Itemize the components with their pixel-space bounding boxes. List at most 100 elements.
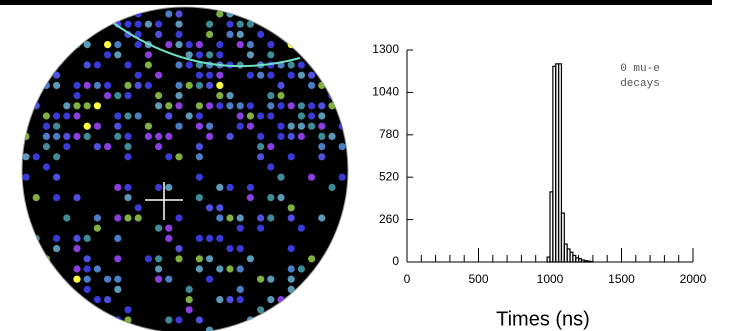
pmt-hit — [33, 31, 40, 38]
pmt-hit — [196, 316, 203, 323]
pmt-hit — [237, 123, 244, 130]
pmt-hit — [84, 133, 91, 140]
pmt-hit — [308, 72, 315, 79]
pmt-hit — [73, 82, 80, 89]
pmt-hit — [73, 327, 80, 331]
y-tick-label: 1040 — [372, 85, 399, 99]
pmt-hit — [328, 41, 335, 48]
pmt-hit — [318, 112, 325, 119]
pmt-hit — [135, 204, 142, 211]
pmt-hit — [175, 61, 182, 68]
pmt-hit — [298, 225, 305, 232]
pmt-hit — [267, 143, 274, 150]
pmt-hit — [267, 276, 274, 283]
pmt-hit — [206, 235, 213, 242]
pmt-hit — [114, 276, 121, 283]
y-tick-label: 260 — [379, 212, 399, 226]
pmt-hit — [339, 327, 346, 331]
pmt-hit — [277, 194, 284, 201]
pmt-hit — [206, 133, 213, 140]
pmt-hit — [308, 31, 315, 38]
pmt-hit — [298, 316, 305, 323]
pmt-hit — [63, 133, 70, 140]
pmt-hit — [33, 10, 40, 17]
pmt-hit — [328, 184, 335, 191]
pmt-hit — [145, 133, 152, 140]
pmt-hit — [277, 82, 284, 89]
y-tick-label: 780 — [379, 127, 399, 141]
pmt-hit — [135, 72, 142, 79]
pmt-hit — [124, 306, 131, 313]
pmt-hit — [339, 174, 346, 181]
pmt-hit — [339, 72, 346, 79]
pmt-hit — [298, 41, 305, 48]
pmt-hit — [277, 133, 284, 140]
pmt-hit — [155, 184, 162, 191]
pmt-hit — [328, 61, 335, 68]
pmt-hit — [73, 41, 80, 48]
pmt-hit — [288, 276, 295, 283]
pmt-hit — [124, 194, 131, 201]
pmt-hit — [226, 102, 233, 109]
pmt-hit — [267, 92, 274, 99]
annotation: decays — [620, 78, 660, 90]
pmt-hit — [73, 92, 80, 99]
pmt-hit — [33, 21, 40, 28]
pmt-hit — [196, 41, 203, 48]
pmt-hit — [145, 51, 152, 58]
pmt-hit — [339, 143, 346, 150]
pmt-hit — [124, 82, 131, 89]
pmt-hit — [247, 255, 254, 262]
pmt-hit — [73, 276, 80, 283]
pmt-hit — [124, 143, 131, 150]
pmt-hit — [216, 184, 223, 191]
pmt-hit — [22, 10, 29, 17]
pmt-hit — [237, 21, 244, 28]
pmt-hit — [155, 133, 162, 140]
annotation: 0 mu-e — [620, 63, 660, 75]
pmt-hit — [94, 214, 101, 221]
pmt-hit — [135, 82, 142, 89]
pmt-hit — [216, 10, 223, 17]
pmt-hit — [124, 214, 131, 221]
pmt-hit — [237, 102, 244, 109]
pmt-hit — [73, 112, 80, 119]
pmt-hit — [339, 61, 346, 68]
pmt-hit — [206, 102, 213, 109]
pmt-hit — [114, 112, 121, 119]
pmt-hit — [104, 276, 111, 283]
pmt-hit — [22, 112, 29, 119]
pmt-hit — [196, 143, 203, 150]
y-tick-label: 1300 — [372, 42, 399, 56]
pmt-hit — [84, 286, 91, 293]
pmt-hit — [145, 123, 152, 130]
pmt-hit — [277, 92, 284, 99]
pmt-hit — [155, 72, 162, 79]
pmt-hit — [165, 153, 172, 160]
pmt-hit — [43, 296, 50, 303]
pmt-hit — [155, 225, 162, 232]
pmt-hit — [43, 61, 50, 68]
pmt-hit — [196, 51, 203, 58]
pmt-hit — [63, 143, 70, 150]
pmt-hit — [43, 21, 50, 28]
pmt-hit — [288, 133, 295, 140]
pmt-hit — [339, 235, 346, 242]
pmt-hit — [216, 265, 223, 272]
top-strip — [0, 0, 712, 5]
pmt-hit — [216, 204, 223, 211]
pmt-hit — [114, 286, 121, 293]
pmt-hit — [155, 31, 162, 38]
pmt-hit — [165, 184, 172, 191]
pmt-hit — [267, 51, 274, 58]
y-tick-label: 0 — [392, 254, 399, 268]
pmt-hit — [124, 133, 131, 140]
pmt-hit — [226, 265, 233, 272]
pmt-hit — [318, 41, 325, 48]
x-tick-label: 2000 — [680, 272, 707, 286]
pmt-hit — [216, 296, 223, 303]
pmt-hit — [277, 102, 284, 109]
pmt-hit — [216, 235, 223, 242]
pmt-hit — [237, 61, 244, 68]
pmt-hit — [288, 316, 295, 323]
